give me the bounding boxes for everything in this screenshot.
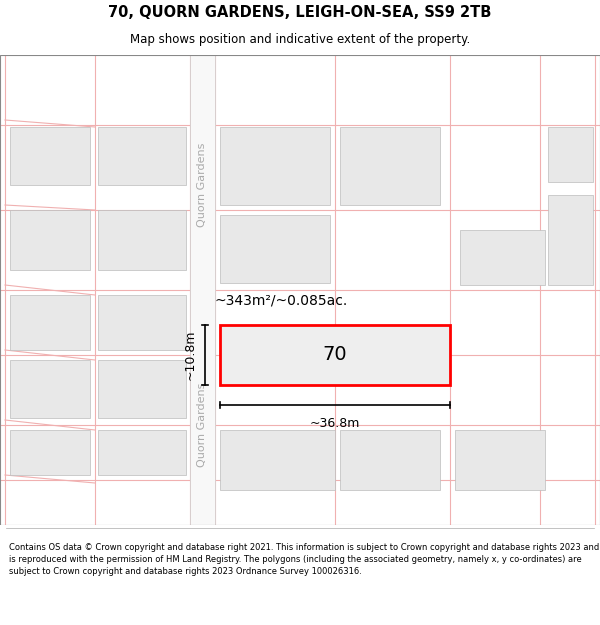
Bar <box>10 295 90 350</box>
Bar <box>455 430 545 490</box>
Bar <box>10 360 90 418</box>
Text: 70, QUORN GARDENS, LEIGH-ON-SEA, SS9 2TB: 70, QUORN GARDENS, LEIGH-ON-SEA, SS9 2TB <box>109 4 491 19</box>
Bar <box>220 430 335 490</box>
Bar <box>220 215 330 283</box>
Bar <box>98 360 186 418</box>
Bar <box>98 430 186 475</box>
Text: Contains OS data © Crown copyright and database right 2021. This information is : Contains OS data © Crown copyright and d… <box>9 543 599 576</box>
Text: ~343m²/~0.085ac.: ~343m²/~0.085ac. <box>215 293 348 307</box>
Text: 70: 70 <box>323 346 347 364</box>
Bar <box>548 195 593 285</box>
Bar <box>98 210 186 270</box>
Bar <box>190 55 215 525</box>
Text: Map shows position and indicative extent of the property.: Map shows position and indicative extent… <box>130 33 470 46</box>
Bar <box>340 127 440 205</box>
Bar <box>220 325 450 385</box>
Bar <box>548 127 593 182</box>
Bar <box>10 127 90 185</box>
Bar <box>98 127 186 185</box>
Bar <box>10 430 90 475</box>
Text: Quorn Gardens: Quorn Gardens <box>197 142 208 227</box>
Bar <box>98 295 186 350</box>
Bar <box>460 230 545 285</box>
Text: ~36.8m: ~36.8m <box>310 417 360 430</box>
Bar <box>10 210 90 270</box>
Text: ~10.8m: ~10.8m <box>184 330 197 380</box>
Text: Quorn Gardens: Quorn Gardens <box>197 382 208 467</box>
Bar <box>220 127 330 205</box>
Bar <box>340 430 440 490</box>
